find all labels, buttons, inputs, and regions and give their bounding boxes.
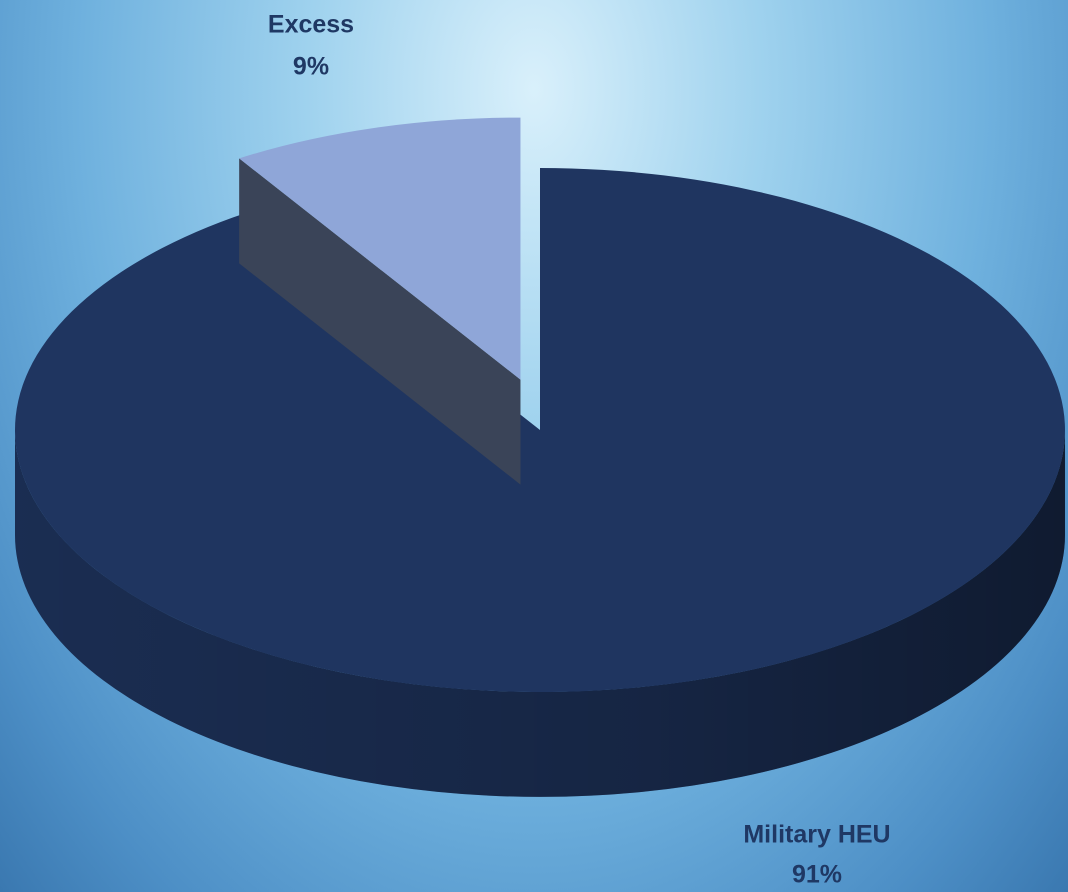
slice-value-label: 91% <box>792 861 842 889</box>
pie-cut <box>239 158 521 485</box>
pie <box>14 117 1066 797</box>
pie-slice <box>14 168 1066 693</box>
slice-value-label: 9% <box>293 53 329 81</box>
pie-slice <box>239 117 521 380</box>
slice-label: Excess <box>268 11 354 39</box>
pie-side-shade <box>15 430 1065 797</box>
slice-label: Military HEU <box>743 821 890 849</box>
